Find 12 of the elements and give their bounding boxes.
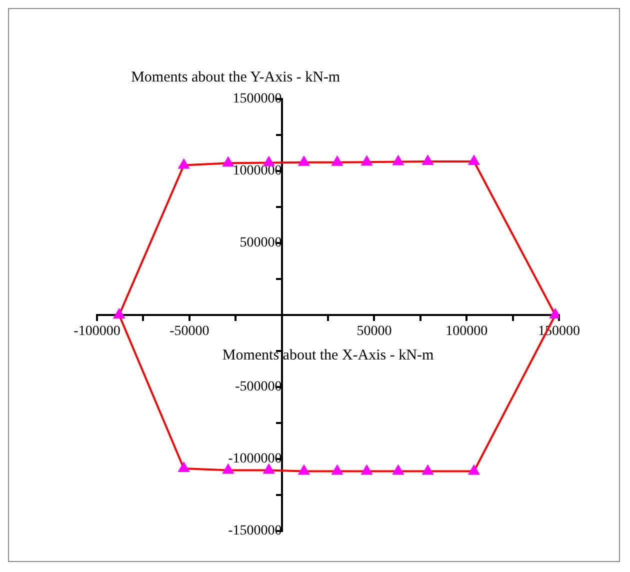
y-axis-title: Moments about the Y-Axis - kN-m xyxy=(131,69,340,86)
x-tick-label: -50000 xyxy=(170,324,210,340)
y-tick-label: -1000000 xyxy=(228,452,282,467)
y-tick-label: 1500000 xyxy=(232,92,282,107)
y-tick-label: -500000 xyxy=(235,380,282,395)
y-tick-label: -1500000 xyxy=(228,524,282,539)
y-tick-label: 1000000 xyxy=(232,164,282,179)
x-tick-label: 50000 xyxy=(356,324,392,340)
x-axis-title: Moments about the X-Axis - kN-m xyxy=(222,348,434,364)
x-tick-label: -100000 xyxy=(74,324,120,340)
x-tick-label: 100000 xyxy=(446,324,488,340)
y-tick-label: 500000 xyxy=(240,236,282,251)
